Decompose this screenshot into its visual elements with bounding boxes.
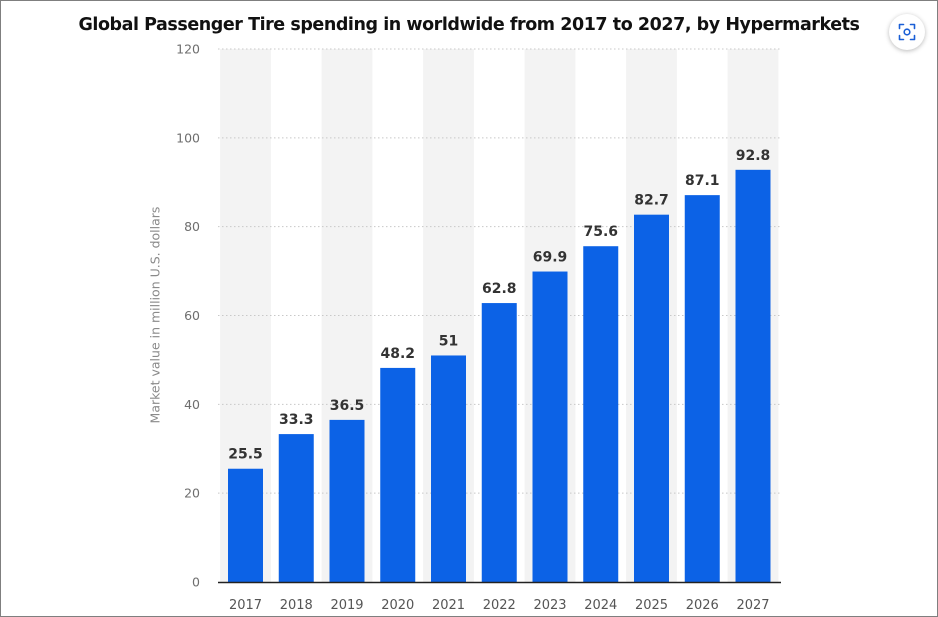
x-tick-label: 2024 (584, 598, 617, 613)
bar (431, 355, 466, 582)
bar (634, 214, 669, 582)
data-label: 82.7 (634, 193, 669, 209)
bar (583, 246, 619, 582)
y-tick-label: 80 (184, 219, 200, 234)
bar (532, 271, 568, 582)
zoom-button[interactable] (889, 14, 925, 50)
x-tick-label: 2018 (280, 598, 313, 613)
y-tick-label: 60 (184, 308, 200, 323)
bar (329, 419, 365, 582)
data-label: 48.2 (380, 346, 415, 362)
chart-title: Global Passenger Tire spending in worldw… (78, 15, 860, 35)
x-tick-label: 2021 (432, 598, 465, 613)
data-label: 51 (439, 333, 458, 349)
bar (684, 195, 720, 582)
data-label: 62.8 (482, 281, 517, 297)
scan-focus-icon (898, 23, 916, 41)
data-label: 87.1 (685, 173, 720, 189)
data-label: 33.3 (279, 412, 314, 428)
data-label: 69.9 (533, 250, 568, 266)
bar (481, 303, 517, 582)
x-tick-label: 2019 (330, 598, 363, 613)
x-tick-label: 2026 (686, 598, 719, 613)
data-label: 36.5 (330, 398, 365, 414)
x-tick-label: 2027 (736, 598, 769, 613)
bar (380, 367, 416, 582)
x-tick-label: 2020 (381, 598, 414, 613)
y-tick-label: 100 (176, 130, 200, 145)
y-tick-label: 0 (192, 575, 200, 590)
y-tick-label: 40 (184, 397, 200, 412)
data-label: 75.6 (583, 224, 618, 240)
data-label: 25.5 (228, 447, 263, 463)
bar (228, 468, 263, 582)
x-tick-label: 2017 (229, 598, 262, 613)
x-tick-label: 2025 (635, 598, 668, 613)
y-tick-label: 20 (184, 486, 200, 501)
y-axis-label: Market value in million U.S. dollars (147, 206, 163, 424)
x-tick-label: 2022 (483, 598, 516, 613)
y-tick-label: 120 (176, 42, 200, 57)
x-tick-label: 2023 (533, 598, 566, 613)
data-label: 92.8 (736, 148, 771, 164)
bar (735, 169, 771, 582)
bar (278, 434, 314, 582)
